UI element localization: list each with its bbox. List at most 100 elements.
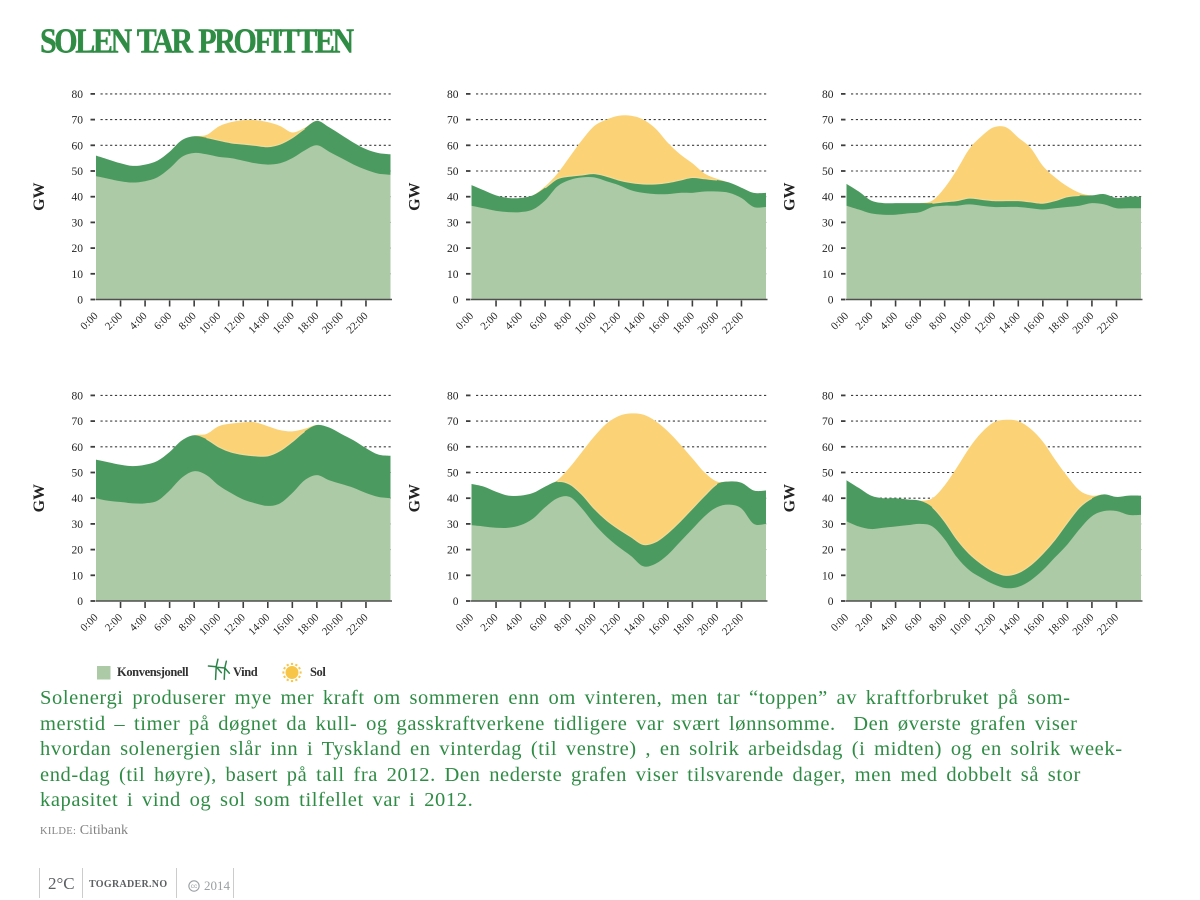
svg-text:4:00: 4:00 [503,611,526,634]
svg-text:50: 50 [447,468,459,480]
svg-text:50: 50 [72,468,84,480]
svg-text:20: 20 [822,545,834,557]
svg-text:60: 60 [72,442,84,454]
svg-text:10:00: 10:00 [197,611,224,638]
svg-text:0: 0 [828,295,834,307]
svg-text:6:00: 6:00 [527,310,550,333]
svg-text:40: 40 [447,192,459,204]
svg-text:12:00: 12:00 [597,611,624,638]
svg-text:70: 70 [447,416,459,428]
svg-text:22:00: 22:00 [720,611,747,638]
svg-text:8:00: 8:00 [552,310,575,333]
svg-text:10: 10 [447,269,459,281]
svg-text:6:00: 6:00 [152,310,175,333]
svg-text:0:00: 0:00 [78,611,101,634]
svg-text:30: 30 [447,519,459,531]
svg-text:GW: GW [782,182,799,210]
svg-text:0: 0 [828,596,834,608]
svg-text:10:00: 10:00 [573,310,600,337]
svg-text:20: 20 [72,243,84,255]
svg-text:0: 0 [453,295,459,307]
svg-text:60: 60 [822,140,834,152]
svg-text:50: 50 [447,166,459,178]
svg-text:cc: cc [191,883,198,890]
svg-text:22:00: 22:00 [1095,310,1122,337]
svg-text:0:00: 0:00 [78,310,101,333]
svg-text:80: 80 [72,89,84,101]
svg-text:GW: GW [31,182,48,210]
svg-text:20:00: 20:00 [695,310,722,337]
svg-text:70: 70 [72,416,84,428]
svg-text:0: 0 [453,596,459,608]
svg-text:16:00: 16:00 [646,611,673,638]
svg-text:10: 10 [72,269,84,281]
svg-text:22:00: 22:00 [344,611,371,638]
svg-text:18:00: 18:00 [295,611,322,638]
svg-text:16:00: 16:00 [1021,310,1048,337]
svg-text:4:00: 4:00 [878,310,901,333]
svg-text:2:00: 2:00 [478,310,501,333]
svg-text:16:00: 16:00 [646,310,673,337]
svg-text:12:00: 12:00 [972,310,999,337]
svg-text:70: 70 [822,416,834,428]
svg-text:14:00: 14:00 [246,611,273,638]
svg-text:60: 60 [447,140,459,152]
svg-text:2:00: 2:00 [103,310,126,333]
svg-text:50: 50 [822,468,834,480]
svg-text:GW: GW [782,484,799,512]
svg-text:2:00: 2:00 [103,611,126,634]
svg-text:8:00: 8:00 [176,611,199,634]
svg-text:8:00: 8:00 [927,611,950,634]
svg-text:22:00: 22:00 [720,310,747,337]
svg-text:10: 10 [72,570,84,582]
svg-text:30: 30 [72,217,84,229]
svg-text:18:00: 18:00 [1046,611,1073,638]
svg-text:20:00: 20:00 [320,310,347,337]
svg-text:4:00: 4:00 [127,310,150,333]
svg-text:20: 20 [447,243,459,255]
svg-text:12:00: 12:00 [597,310,624,337]
svg-text:70: 70 [72,115,84,127]
svg-text:70: 70 [447,115,459,127]
svg-text:0: 0 [77,295,83,307]
svg-text:12:00: 12:00 [222,310,249,337]
svg-text:14:00: 14:00 [997,310,1024,337]
svg-text:18:00: 18:00 [1046,310,1073,337]
svg-text:50: 50 [72,166,84,178]
svg-text:8:00: 8:00 [927,310,950,333]
svg-text:0:00: 0:00 [454,611,477,634]
svg-text:30: 30 [447,217,459,229]
svg-text:18:00: 18:00 [671,611,698,638]
svg-text:80: 80 [822,390,834,402]
svg-text:30: 30 [72,519,84,531]
svg-text:6:00: 6:00 [902,611,925,634]
svg-text:40: 40 [822,493,834,505]
svg-text:14:00: 14:00 [622,611,649,638]
svg-text:2:00: 2:00 [853,310,876,333]
svg-text:12:00: 12:00 [972,611,999,638]
svg-text:22:00: 22:00 [1095,611,1122,638]
svg-text:50: 50 [822,166,834,178]
svg-text:60: 60 [72,140,84,152]
svg-text:40: 40 [72,192,84,204]
svg-text:10:00: 10:00 [948,611,975,638]
svg-text:60: 60 [822,442,834,454]
svg-text:16:00: 16:00 [271,611,298,638]
svg-text:0:00: 0:00 [829,611,852,634]
svg-text:18:00: 18:00 [671,310,698,337]
svg-text:20: 20 [447,545,459,557]
svg-text:20:00: 20:00 [1070,310,1097,337]
svg-text:40: 40 [72,493,84,505]
svg-text:4:00: 4:00 [503,310,526,333]
svg-text:GW: GW [407,182,424,210]
svg-text:GW: GW [407,484,424,512]
svg-text:16:00: 16:00 [1021,611,1048,638]
svg-text:10: 10 [447,570,459,582]
svg-text:40: 40 [822,192,834,204]
svg-text:8:00: 8:00 [552,611,575,634]
svg-text:8:00: 8:00 [176,310,199,333]
svg-text:40: 40 [447,493,459,505]
svg-text:10:00: 10:00 [573,611,600,638]
svg-text:14:00: 14:00 [997,611,1024,638]
svg-text:2:00: 2:00 [853,611,876,634]
